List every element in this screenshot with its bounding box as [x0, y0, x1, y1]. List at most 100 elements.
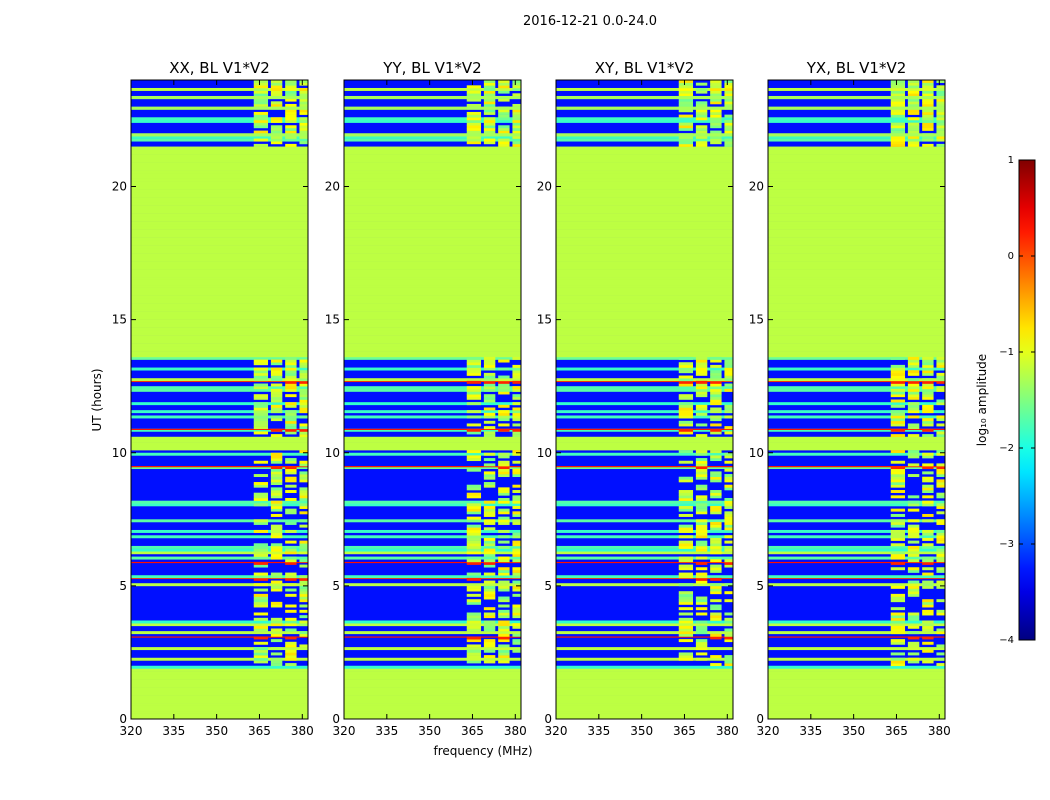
rfi-stripe — [556, 657, 733, 661]
rfi-channel-cell — [466, 135, 482, 139]
flagged-row — [768, 279, 945, 283]
rfi-channel-cell — [678, 508, 694, 512]
flagged-row — [131, 194, 308, 198]
rfi-channel-cell — [270, 370, 283, 374]
flagged-row — [768, 231, 945, 235]
flagged-row — [131, 215, 308, 219]
flagged-row — [768, 711, 945, 714]
flagged-row — [556, 319, 733, 323]
rfi-channel-cell — [483, 434, 496, 438]
rfi-channel-cell — [285, 119, 297, 123]
rfi-channel-cell — [710, 585, 722, 589]
rfi-channel-cell — [678, 617, 694, 621]
rfi-channel-cell — [285, 476, 297, 480]
rfi-channel-cell — [678, 135, 694, 139]
rfi-channel-cell — [922, 604, 934, 608]
rfi-channel-cell — [922, 119, 934, 123]
rfi-channel-cell — [299, 490, 308, 493]
rfi-channel-cell — [253, 85, 269, 89]
rfi-channel-cell — [483, 101, 496, 105]
rfi-channel-cell — [253, 474, 269, 478]
rfi-channel-cell — [678, 85, 694, 89]
flagged-row — [131, 255, 308, 259]
rfi-channel-cell — [922, 420, 934, 424]
rfi-channel-cell — [285, 103, 297, 107]
rfi-channel-cell — [890, 85, 906, 89]
rfi-channel-cell — [285, 375, 297, 379]
rfi-channel-cell — [498, 375, 510, 379]
rfi-channel-cell — [253, 402, 269, 406]
rfi-channel-cell — [890, 620, 906, 624]
flagged-row — [556, 151, 733, 155]
rfi-channel-cell — [907, 388, 920, 392]
rfi-channel-cell — [907, 508, 920, 512]
rfi-channel-cell — [299, 428, 308, 432]
rfi-channel-cell — [253, 359, 269, 363]
rfi-channel-cell — [285, 426, 297, 430]
rfi-channel-cell — [922, 583, 934, 587]
flagged-row — [131, 207, 308, 211]
flagged-row — [768, 250, 945, 254]
rfi-channel-cell — [466, 492, 482, 496]
rfi-channel-cell — [498, 367, 510, 371]
rfi-channel-cell — [270, 553, 283, 557]
rfi-stripe — [344, 623, 521, 627]
rfi-stripe — [344, 410, 521, 414]
rfi-channel-cell — [466, 372, 482, 376]
rfi-channel-cell — [710, 383, 722, 387]
rfi-channel-cell — [285, 479, 297, 483]
rfi-channel-cell — [695, 527, 708, 531]
rfi-channel-cell — [270, 660, 283, 664]
rfi-channel-cell — [253, 553, 269, 557]
flagged-row — [131, 314, 308, 318]
rfi-channel-cell — [907, 434, 920, 438]
rfi-channel-cell — [710, 82, 722, 86]
rfi-channel-cell — [724, 655, 733, 659]
rfi-channel-cell — [483, 452, 496, 456]
rfi-channel-cell — [890, 87, 906, 91]
rfi-channel-cell — [512, 402, 521, 406]
rfi-channel-cell — [710, 500, 722, 504]
flagged-row — [556, 684, 733, 688]
flagged-row — [556, 287, 733, 291]
rfi-channel-cell — [285, 383, 297, 387]
rfi-stripe — [556, 356, 733, 360]
rfi-channel-cell — [498, 423, 510, 427]
rfi-channel-cell — [710, 636, 722, 640]
flagged-row — [556, 181, 733, 185]
strong-rfi-line — [344, 466, 521, 468]
flagged-row — [131, 340, 308, 344]
rfi-channel-cell — [724, 80, 733, 83]
rfi-channel-cell — [724, 521, 733, 525]
rfi-stripe — [131, 647, 308, 651]
rfi-channel-cell — [253, 410, 269, 414]
rfi-channel-cell — [285, 620, 297, 624]
rfi-channel-cell — [285, 80, 297, 83]
rfi-channel-cell — [890, 370, 906, 374]
strong-rfi-line — [768, 561, 945, 564]
rfi-channel-cell — [890, 593, 906, 597]
rfi-channel-cell — [253, 575, 269, 579]
rfi-channel-cell — [285, 609, 297, 613]
rfi-channel-cell — [285, 378, 297, 382]
rfi-channel-cell — [907, 82, 920, 86]
rfi-channel-cell — [890, 394, 906, 398]
flagged-row — [556, 306, 733, 310]
flagged-row — [768, 146, 945, 150]
rfi-channel-cell — [724, 583, 733, 587]
rfi-channel-cell — [710, 617, 722, 621]
rfi-channel-cell — [512, 111, 521, 115]
x-tick-label: 335 — [587, 724, 610, 738]
rfi-channel-cell — [724, 660, 733, 664]
rfi-channel-cell — [466, 127, 482, 131]
flagged-row — [556, 708, 733, 712]
rfi-channel-cell — [922, 85, 934, 89]
rfi-channel-cell — [936, 127, 945, 131]
rfi-channel-cell — [907, 588, 920, 592]
rfi-channel-cell — [512, 452, 521, 456]
rfi-channel-cell — [890, 585, 906, 589]
rfi-stripe — [131, 575, 308, 579]
flagged-row — [344, 194, 521, 198]
flagged-row — [344, 207, 521, 211]
rfi-channel-cell — [678, 415, 694, 419]
